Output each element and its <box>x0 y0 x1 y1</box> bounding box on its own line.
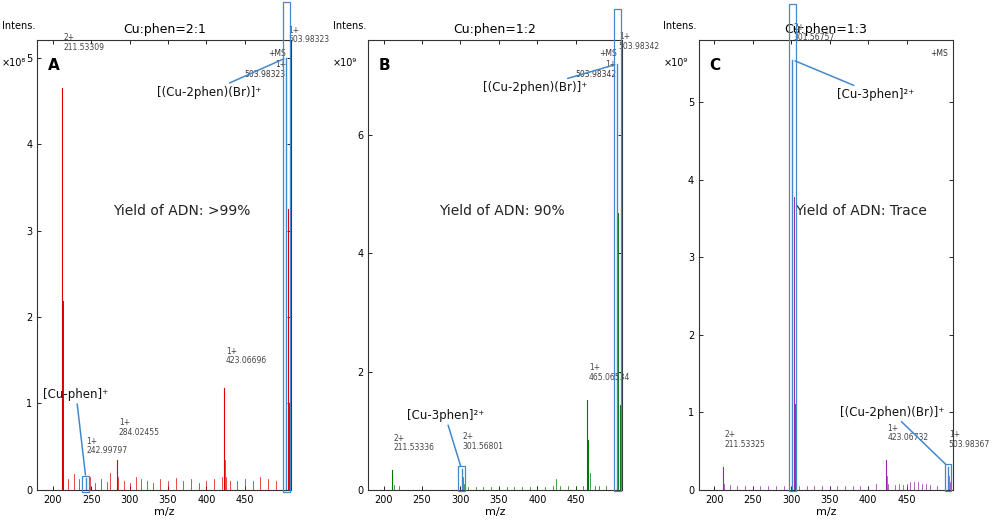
Title: Cu:phen=1:2: Cu:phen=1:2 <box>453 24 537 37</box>
Title: Cu:phen=1:3: Cu:phen=1:3 <box>785 24 868 37</box>
Text: Yield of ADN: >99%: Yield of ADN: >99% <box>114 204 251 218</box>
Text: [Cu-phen]⁺: [Cu-phen]⁺ <box>44 388 109 475</box>
Text: Intens.: Intens. <box>333 21 366 31</box>
Text: 1+
423.06696: 1+ 423.06696 <box>226 347 267 366</box>
Bar <box>614 9 621 491</box>
Text: +MS
1+
503.98342: +MS 1+ 503.98342 <box>576 49 617 79</box>
X-axis label: m/z: m/z <box>816 507 836 517</box>
Text: A: A <box>48 59 59 73</box>
Text: ×10⁹: ×10⁹ <box>333 59 357 69</box>
Text: +MS: +MS <box>930 49 947 59</box>
Text: ×10⁹: ×10⁹ <box>663 59 687 69</box>
Text: +MS
1+
503.98323: +MS 1+ 503.98323 <box>245 49 286 79</box>
Text: Intens.: Intens. <box>2 21 35 31</box>
Bar <box>944 463 951 491</box>
Text: C: C <box>709 59 720 73</box>
Text: [(Cu-2phen)(Br)]⁺: [(Cu-2phen)(Br)]⁺ <box>483 65 615 94</box>
Bar <box>283 2 290 492</box>
Text: [(Cu-2phen)(Br)]⁺: [(Cu-2phen)(Br)]⁺ <box>840 406 946 464</box>
Bar <box>458 467 465 491</box>
Text: 1+
503.98323: 1+ 503.98323 <box>288 26 329 44</box>
Text: 2+
211.53309: 2+ 211.53309 <box>63 33 105 52</box>
X-axis label: m/z: m/z <box>154 507 174 517</box>
Bar <box>789 4 796 491</box>
Text: 1+
284.02455: 1+ 284.02455 <box>119 418 159 437</box>
X-axis label: m/z: m/z <box>485 507 505 517</box>
Text: [Cu-3phen]²⁺: [Cu-3phen]²⁺ <box>795 61 914 101</box>
Text: 2+
301.56801: 2+ 301.56801 <box>462 433 503 451</box>
Text: 1+
503.98342: 1+ 503.98342 <box>619 32 660 51</box>
Text: 1+
423.06732: 1+ 423.06732 <box>887 424 928 442</box>
Bar <box>83 476 90 492</box>
Text: Yield of ADN: Trace: Yield of ADN: Trace <box>796 204 927 218</box>
Text: 2+
211.53336: 2+ 211.53336 <box>394 434 435 452</box>
Title: Cu:phen=2:1: Cu:phen=2:1 <box>123 24 205 37</box>
Text: [Cu-3phen]²⁺: [Cu-3phen]²⁺ <box>406 410 484 467</box>
Text: B: B <box>378 59 389 73</box>
Text: ×10⁸: ×10⁸ <box>2 59 26 69</box>
Text: 1+
503.98367: 1+ 503.98367 <box>949 430 990 449</box>
Text: Intens.: Intens. <box>663 21 697 31</box>
Text: 1+
242.99797: 1+ 242.99797 <box>87 437 127 455</box>
Text: [(Cu-2phen)(Br)]⁺: [(Cu-2phen)(Br)]⁺ <box>156 59 284 99</box>
Text: Yield of ADN: 90%: Yield of ADN: 90% <box>439 204 565 218</box>
Text: 2+
211.53325: 2+ 211.53325 <box>725 430 766 449</box>
Text: 2+
301.56757: 2+ 301.56757 <box>793 23 835 42</box>
Text: 1+
465.06534: 1+ 465.06534 <box>589 363 630 382</box>
